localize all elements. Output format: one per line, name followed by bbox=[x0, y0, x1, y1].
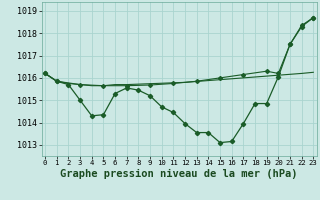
X-axis label: Graphe pression niveau de la mer (hPa): Graphe pression niveau de la mer (hPa) bbox=[60, 169, 298, 179]
